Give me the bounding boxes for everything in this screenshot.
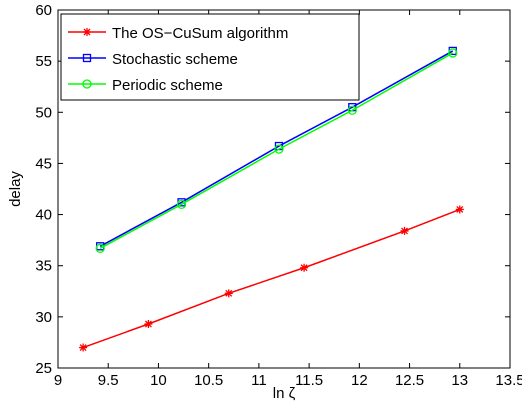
series-line (82, 208, 461, 349)
y-tick-label: 50 (35, 104, 52, 121)
y-tick-label: 60 (35, 2, 52, 19)
marker (79, 343, 88, 352)
marker (176, 199, 187, 209)
x-tick-label: 12.5 (395, 372, 424, 389)
x-tick-label: 9.5 (98, 372, 119, 389)
legend-marker (82, 79, 92, 89)
x-tick-label: 11.5 (295, 372, 323, 389)
y-axis-label: delay (7, 171, 24, 207)
legend-marker (83, 28, 91, 36)
y-tick-label: 55 (35, 53, 52, 70)
x-tick-label: 13.5 (495, 372, 522, 389)
marker (347, 105, 357, 115)
marker (95, 243, 105, 253)
marker (400, 226, 409, 235)
y-tick-label: 45 (35, 155, 52, 172)
x-axis-label: ln ζ (273, 385, 296, 402)
marker (224, 289, 233, 298)
y-tick-label: 25 (35, 360, 52, 377)
x-tick-label: 13 (451, 372, 468, 389)
y-tick-label: 30 (35, 309, 52, 326)
x-tick-label: 11 (251, 372, 267, 389)
legend-label: The OS−CuSum algorithm (112, 25, 288, 42)
y-tick-label: 40 (35, 207, 52, 224)
marker (448, 48, 458, 58)
marker (274, 144, 284, 154)
series-line (99, 50, 454, 247)
y-tick-label: 35 (35, 258, 52, 275)
legend: The OS−CuSum algorithm Stochastic scheme P… (60, 13, 360, 101)
legend-box (60, 13, 360, 101)
legend-marker (82, 53, 92, 63)
x-tick-label: 9 (54, 372, 62, 389)
x-tick-label: 12 (351, 372, 368, 389)
marker (144, 320, 153, 329)
legend-label: Stochastic scheme (112, 51, 238, 68)
marker (300, 263, 309, 272)
series-line (99, 52, 454, 249)
x-tick-label: 10 (150, 372, 167, 389)
marker (455, 205, 464, 214)
x-tick-label: 10.5 (194, 372, 223, 389)
legend-label: Periodic scheme (112, 77, 223, 94)
